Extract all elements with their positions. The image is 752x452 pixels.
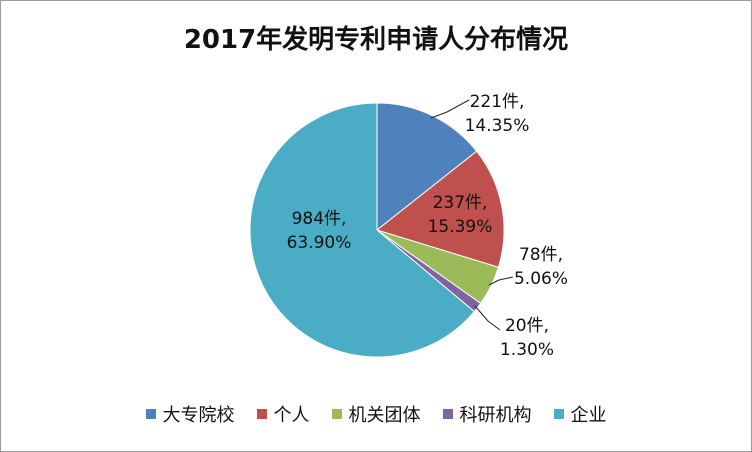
legend-item-1: 个人 bbox=[256, 401, 310, 427]
pie-slice-4 bbox=[249, 102, 476, 358]
chart-title: 2017年发明专利申请人分布情况 bbox=[183, 25, 569, 55]
data-label-percent-1: 15.39% bbox=[428, 217, 493, 237]
data-label-value-1: 237件, bbox=[433, 193, 488, 213]
legend-label-2: 机关团体 bbox=[348, 405, 421, 426]
pie-slice-1 bbox=[375, 150, 505, 268]
legend-swatch-4 bbox=[553, 409, 564, 419]
legend-item-4: 企业 bbox=[553, 401, 607, 427]
data-label-value-4: 984件, bbox=[292, 209, 347, 229]
legend-label-0: 大专院校 bbox=[162, 405, 235, 426]
data-label-value-2: 78件, bbox=[519, 245, 563, 265]
legend-label-1: 个人 bbox=[273, 405, 310, 426]
leader-line-3 bbox=[474, 305, 501, 331]
legend-swatch-0 bbox=[145, 409, 156, 419]
data-label-percent-4: 63.90% bbox=[287, 233, 352, 253]
data-label-percent-3: 1.30% bbox=[500, 340, 554, 360]
legend-item-0: 大专院校 bbox=[145, 401, 235, 427]
leader-line-2 bbox=[488, 276, 514, 286]
data-label-percent-0: 14.35% bbox=[465, 116, 530, 136]
data-label-value-3: 20件, bbox=[505, 316, 549, 336]
data-label-percent-2: 5.06% bbox=[514, 269, 568, 289]
data-label-value-0: 221件, bbox=[470, 92, 525, 112]
legend-swatch-3 bbox=[442, 409, 453, 419]
legend-item-2: 机关团体 bbox=[331, 401, 421, 427]
leader-line-0 bbox=[430, 99, 470, 119]
legend-item-3: 科研机构 bbox=[442, 401, 532, 427]
pie-slice-0 bbox=[376, 102, 478, 232]
legend-swatch-2 bbox=[331, 409, 342, 419]
legend-label-4: 企业 bbox=[570, 405, 607, 426]
legend-label-3: 科研机构 bbox=[459, 405, 532, 426]
legend: 大专院校 个人 机关团体 科研机构 企业 bbox=[1, 401, 751, 427]
legend-swatch-1 bbox=[256, 409, 267, 419]
